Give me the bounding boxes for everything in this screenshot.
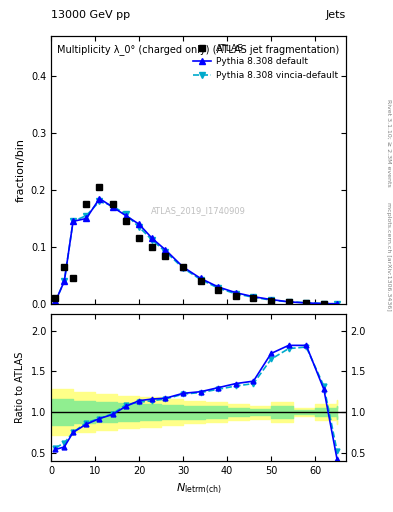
Text: ATLAS_2019_I1740909: ATLAS_2019_I1740909 (151, 206, 246, 215)
Text: Multiplicity λ_0° (charged only) (ATLAS jet fragmentation): Multiplicity λ_0° (charged only) (ATLAS … (57, 44, 340, 55)
Y-axis label: Ratio to ATLAS: Ratio to ATLAS (15, 352, 25, 423)
Y-axis label: fraction/bin: fraction/bin (15, 138, 25, 202)
Text: Rivet 3.1.10; ≥ 2.3M events: Rivet 3.1.10; ≥ 2.3M events (386, 99, 391, 187)
Text: 13000 GeV pp: 13000 GeV pp (51, 10, 130, 20)
Text: Jets: Jets (325, 10, 346, 20)
X-axis label: $N_{\rm letrm(ch)}$: $N_{\rm letrm(ch)}$ (176, 481, 221, 496)
Legend: ATLAS, Pythia 8.308 default, Pythia 8.308 vincia-default: ATLAS, Pythia 8.308 default, Pythia 8.30… (189, 40, 342, 83)
Text: mcplots.cern.ch [arXiv:1306.3436]: mcplots.cern.ch [arXiv:1306.3436] (386, 202, 391, 310)
